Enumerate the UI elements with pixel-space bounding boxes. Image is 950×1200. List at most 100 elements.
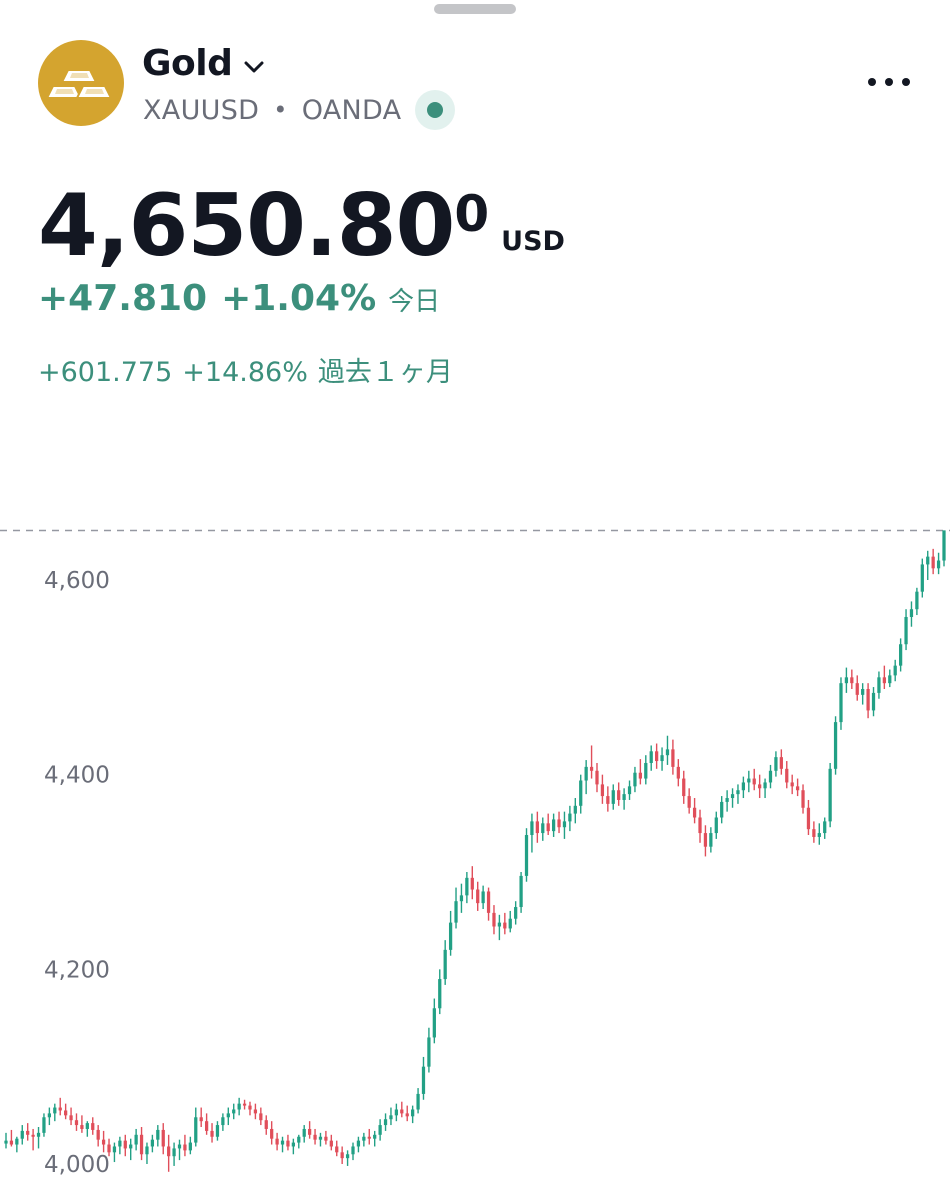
candle — [47, 1107, 52, 1126]
candle — [248, 1101, 252, 1116]
candle — [584, 760, 588, 795]
candle — [15, 1136, 19, 1153]
candle — [454, 887, 458, 929]
candle — [492, 905, 496, 935]
candle — [275, 1132, 279, 1151]
candle — [644, 755, 648, 785]
candle — [421, 1056, 426, 1100]
candle — [356, 1136, 361, 1153]
candle — [611, 784, 615, 810]
candle — [253, 1103, 258, 1120]
candle — [194, 1107, 198, 1147]
candle — [156, 1125, 160, 1147]
candle — [465, 872, 469, 904]
candle — [242, 1099, 247, 1110]
candle — [562, 811, 567, 839]
candle — [687, 788, 691, 814]
candle — [795, 778, 800, 797]
candle — [291, 1138, 295, 1155]
candle — [806, 799, 811, 836]
candle — [692, 798, 697, 824]
candle — [589, 745, 594, 779]
candle — [210, 1123, 214, 1143]
candle — [871, 687, 876, 717]
candle — [383, 1113, 388, 1131]
change-today-period: 今日 — [388, 287, 441, 317]
candle — [503, 912, 507, 935]
candle — [448, 910, 453, 956]
candle — [622, 788, 626, 810]
y-axis-tick-label: 4,400 — [44, 763, 110, 789]
sheet-grabber-handle[interactable] — [434, 4, 516, 14]
candle — [308, 1121, 312, 1139]
candle — [74, 1113, 79, 1131]
candle — [833, 716, 838, 775]
market-open-status-icon[interactable] — [415, 90, 456, 130]
candle — [481, 885, 485, 909]
candle — [139, 1127, 144, 1161]
candle — [920, 558, 924, 598]
candle — [161, 1123, 165, 1155]
candle — [345, 1150, 350, 1166]
candle — [400, 1101, 404, 1118]
candle — [725, 790, 729, 812]
candle — [617, 782, 621, 806]
candle — [741, 776, 746, 799]
candle — [101, 1130, 106, 1153]
candle — [118, 1136, 122, 1155]
candle — [703, 825, 708, 857]
candle — [877, 671, 881, 699]
more-options-icon[interactable] — [868, 78, 910, 88]
change-month: +601.775 +14.86% 過去１ヶ月 — [38, 350, 453, 389]
candle — [785, 761, 789, 789]
candle — [264, 1115, 268, 1135]
candle — [411, 1105, 415, 1124]
candle — [606, 786, 610, 812]
candle — [768, 764, 773, 789]
separator-dot: • — [273, 96, 288, 124]
chevron-down-icon — [242, 40, 266, 88]
y-axis-tick-label: 4,200 — [44, 957, 110, 983]
candle — [817, 823, 821, 845]
last-price-fraction: 0 — [454, 185, 490, 243]
candle — [367, 1128, 371, 1145]
candle — [405, 1105, 409, 1122]
candle — [199, 1107, 203, 1128]
candle — [318, 1132, 323, 1147]
candle — [53, 1103, 57, 1122]
candle — [416, 1088, 420, 1114]
candle — [64, 1103, 68, 1120]
candle — [42, 1113, 46, 1137]
candle — [655, 743, 659, 769]
candle — [232, 1103, 236, 1120]
candle — [855, 675, 859, 701]
candle — [188, 1136, 192, 1155]
candle — [812, 821, 816, 843]
candle — [866, 683, 870, 719]
candle — [720, 796, 724, 824]
candle — [459, 883, 464, 913]
candle — [736, 784, 740, 804]
candle — [172, 1142, 176, 1166]
candle — [497, 914, 502, 941]
candle — [931, 548, 935, 575]
candle — [671, 739, 675, 775]
candle — [427, 1027, 431, 1073]
candle — [546, 813, 550, 836]
candle — [80, 1115, 84, 1133]
candle — [660, 747, 664, 771]
candle — [779, 749, 783, 775]
price-chart[interactable]: 4,600 4,400 4,200 4,000 — [0, 500, 950, 1200]
y-axis-tick-label: 4,000 — [44, 1152, 110, 1178]
candle — [183, 1134, 187, 1157]
candle — [237, 1097, 241, 1116]
gold-bars-icon — [38, 40, 124, 126]
candle — [752, 768, 756, 791]
symbol-selector[interactable]: Gold — [142, 40, 266, 88]
candle — [915, 587, 919, 616]
candle — [839, 677, 843, 730]
candle — [649, 745, 653, 771]
candle — [730, 788, 735, 808]
candle — [20, 1125, 24, 1145]
candle — [221, 1113, 225, 1131]
